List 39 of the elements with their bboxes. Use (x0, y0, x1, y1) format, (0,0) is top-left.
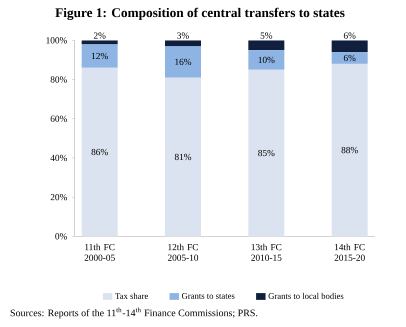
data-label: 6% (344, 32, 356, 39)
data-label: 2% (94, 32, 106, 39)
bar (332, 40, 368, 52)
bar (248, 40, 284, 50)
bar (332, 64, 368, 236)
y-tick-label: 0% (55, 233, 67, 240)
legend-label: Grants to states (182, 293, 235, 299)
chart-title: Figure 1: Composition of central transfers to states (55, 8, 345, 20)
y-tick-label: 20% (50, 194, 67, 200)
data-label: 12% (92, 52, 108, 60)
bar (165, 78, 201, 236)
legend-label: Tax share (115, 292, 148, 299)
x-tick-label: 11th FC 2000-05 (84, 244, 115, 261)
bar (165, 46, 201, 78)
y-tick-label: 40% (50, 154, 67, 162)
data-label: 88% (342, 146, 358, 154)
data-label: 16% (175, 58, 192, 66)
data-label: 6% (344, 54, 356, 62)
y-tick-label: 80% (50, 76, 67, 83)
x-tick-label: 13th FC 2010-15 (251, 244, 282, 261)
source-note: Sources: Reports of the 11$^{th}$-14$^{th}$ Finance Commissions; PRS. (10, 307, 258, 318)
data-label: 85% (258, 150, 275, 156)
x-tick-label: 12th FC 2005-10 (168, 244, 198, 261)
bar (82, 40, 118, 44)
legend-label: Grants to local bodies (268, 292, 344, 299)
bar (165, 40, 201, 46)
data-label: 10% (258, 56, 275, 64)
y-tick-label: 100% (46, 37, 67, 44)
bar (248, 50, 284, 70)
data-label: 86% (92, 148, 108, 156)
bar (332, 52, 368, 64)
data-label: 3% (177, 32, 189, 39)
bar (82, 44, 118, 68)
x-tick-label: 14th FC 2015-20 (334, 244, 365, 261)
bar (82, 68, 118, 236)
bar (248, 70, 284, 236)
y-tick-label: 60% (50, 116, 67, 122)
data-label: 5% (260, 32, 272, 39)
data-label: 81% (174, 154, 192, 160)
